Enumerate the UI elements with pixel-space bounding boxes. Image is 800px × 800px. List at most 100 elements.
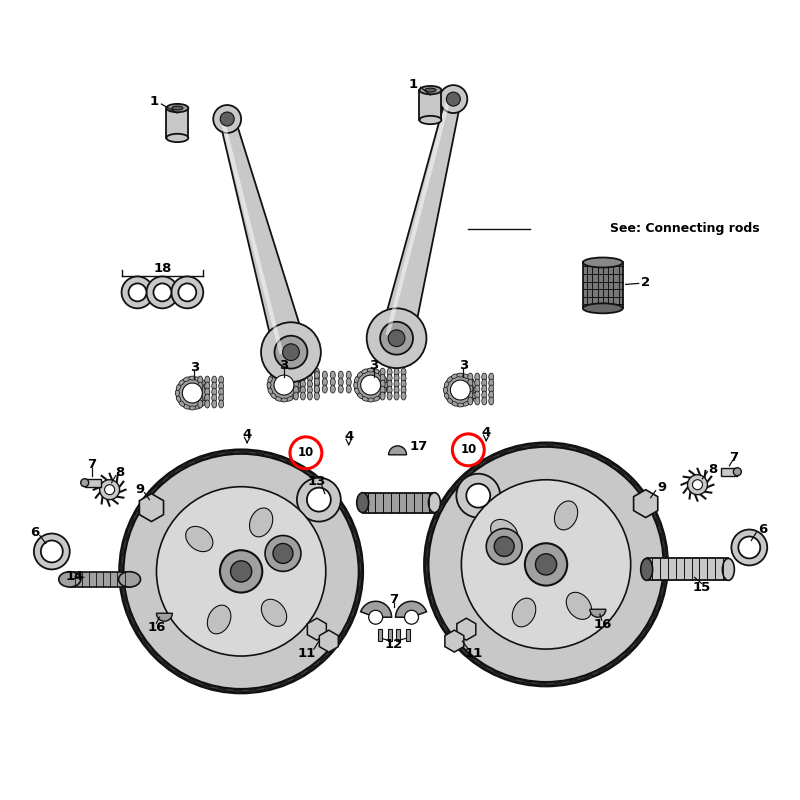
Circle shape	[122, 277, 154, 308]
Wedge shape	[226, 450, 241, 571]
Ellipse shape	[314, 378, 319, 386]
Ellipse shape	[468, 377, 474, 382]
Ellipse shape	[401, 392, 406, 400]
Ellipse shape	[295, 387, 300, 394]
Ellipse shape	[198, 376, 202, 384]
Ellipse shape	[444, 381, 449, 388]
Text: 8: 8	[115, 466, 124, 479]
Wedge shape	[241, 510, 350, 571]
Wedge shape	[129, 518, 241, 571]
Ellipse shape	[194, 405, 202, 409]
Ellipse shape	[198, 394, 202, 402]
Wedge shape	[188, 571, 241, 684]
Circle shape	[157, 486, 326, 656]
Wedge shape	[546, 490, 647, 565]
Ellipse shape	[200, 380, 206, 386]
Wedge shape	[479, 565, 546, 670]
Bar	[395, 629, 399, 641]
Ellipse shape	[474, 386, 478, 394]
Text: 16: 16	[147, 621, 166, 634]
Ellipse shape	[462, 402, 470, 406]
Text: 13: 13	[308, 475, 326, 488]
Text: 2: 2	[641, 276, 650, 289]
Ellipse shape	[384, 382, 388, 389]
Ellipse shape	[474, 373, 480, 381]
Ellipse shape	[378, 372, 384, 378]
Wedge shape	[241, 571, 288, 686]
Wedge shape	[234, 571, 241, 693]
Ellipse shape	[583, 303, 622, 314]
Circle shape	[297, 478, 341, 522]
Ellipse shape	[268, 387, 273, 394]
Wedge shape	[126, 571, 241, 618]
Ellipse shape	[474, 397, 480, 405]
Ellipse shape	[166, 134, 188, 142]
Text: 1: 1	[409, 78, 418, 90]
Bar	[646, 558, 728, 580]
Wedge shape	[546, 565, 666, 588]
Ellipse shape	[270, 393, 276, 398]
Ellipse shape	[401, 386, 406, 394]
Ellipse shape	[218, 400, 224, 408]
Ellipse shape	[175, 390, 179, 397]
Circle shape	[230, 561, 252, 582]
Wedge shape	[546, 565, 620, 665]
Ellipse shape	[307, 392, 312, 400]
Ellipse shape	[176, 395, 181, 402]
Wedge shape	[431, 565, 546, 611]
Text: 7: 7	[87, 458, 96, 471]
Ellipse shape	[472, 381, 477, 388]
Ellipse shape	[330, 378, 335, 386]
Ellipse shape	[367, 398, 374, 402]
Text: 10: 10	[460, 443, 477, 456]
Wedge shape	[546, 565, 632, 655]
Text: See: Connecting rods: See: Connecting rods	[610, 222, 759, 235]
Wedge shape	[241, 451, 264, 571]
Wedge shape	[590, 610, 606, 618]
Text: 7: 7	[729, 451, 738, 464]
Ellipse shape	[314, 392, 319, 400]
Circle shape	[176, 377, 208, 409]
Ellipse shape	[205, 400, 210, 408]
Ellipse shape	[176, 384, 181, 390]
Circle shape	[445, 374, 476, 406]
Ellipse shape	[490, 519, 518, 545]
Text: 14: 14	[66, 570, 84, 583]
Ellipse shape	[314, 374, 319, 382]
Wedge shape	[162, 571, 241, 668]
Wedge shape	[546, 518, 661, 565]
Circle shape	[439, 85, 467, 113]
Ellipse shape	[205, 394, 210, 402]
Circle shape	[171, 277, 203, 308]
Circle shape	[100, 480, 119, 500]
Circle shape	[388, 330, 405, 346]
Wedge shape	[241, 498, 342, 571]
Wedge shape	[395, 602, 426, 618]
Ellipse shape	[387, 374, 392, 382]
Wedge shape	[218, 571, 241, 692]
Wedge shape	[546, 468, 626, 565]
Text: 3: 3	[458, 358, 468, 372]
Ellipse shape	[206, 390, 210, 397]
Wedge shape	[546, 459, 613, 565]
Ellipse shape	[198, 382, 202, 390]
Wedge shape	[121, 548, 241, 571]
Ellipse shape	[307, 380, 312, 388]
Ellipse shape	[378, 393, 384, 398]
Ellipse shape	[358, 393, 363, 398]
Wedge shape	[180, 462, 241, 571]
Text: 3: 3	[369, 358, 378, 372]
Ellipse shape	[186, 526, 213, 552]
Wedge shape	[455, 565, 546, 650]
Ellipse shape	[218, 376, 224, 384]
Text: 9: 9	[135, 483, 144, 496]
Text: 11: 11	[298, 646, 316, 659]
Wedge shape	[546, 443, 554, 565]
Circle shape	[693, 480, 702, 490]
Wedge shape	[546, 565, 658, 618]
Circle shape	[525, 543, 567, 586]
Text: 3: 3	[279, 358, 289, 372]
Ellipse shape	[380, 368, 385, 376]
Ellipse shape	[387, 380, 392, 388]
Ellipse shape	[218, 382, 224, 390]
